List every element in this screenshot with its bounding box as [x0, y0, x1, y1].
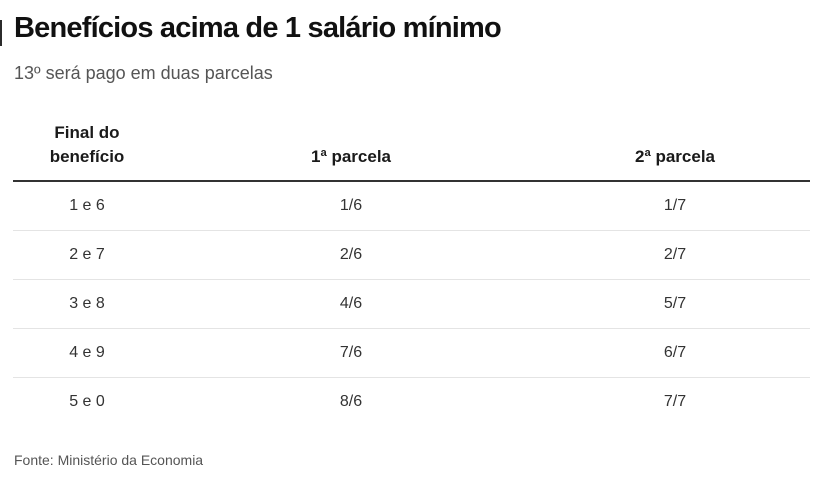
table-row: 1 e 6 1/6 1/7: [13, 182, 810, 231]
column-header-final-line1: Final do: [54, 123, 120, 142]
cell-second-installment: 7/7: [663, 393, 687, 410]
cell-second-installment: 1/7: [663, 197, 687, 214]
cell-first-installment: 4/6: [339, 295, 363, 312]
cell-final: 3 e 8: [69, 295, 105, 312]
column-header-final: Final do benefício: [13, 121, 161, 169]
column-header-final-line2: benefício: [49, 147, 125, 166]
cell-first-installment: 8/6: [339, 393, 363, 410]
cell-first-installment: 2/6: [339, 246, 363, 263]
cell-final: 1 e 6: [69, 197, 105, 214]
source-note: Fonte: Ministério da Economia: [14, 452, 204, 468]
cell-final: 5 e 0: [69, 393, 105, 410]
cell-final: 4 e 9: [69, 344, 105, 361]
cell-second-installment: 5/7: [663, 295, 687, 312]
table-row: 5 e 0 8/6 7/7: [13, 378, 810, 426]
cell-final: 2 e 7: [69, 246, 105, 263]
payment-schedule-table: Final do benefício 1ª parcela 2ª parcela…: [13, 117, 810, 426]
cell-second-installment: 6/7: [663, 344, 687, 361]
table-row: 2 e 7 2/6 2/7: [13, 231, 810, 280]
table-row: 3 e 8 4/6 5/7: [13, 280, 810, 329]
page-subtitle: 13º será pago em duas parcelas: [14, 63, 273, 83]
title-accent-bar: [0, 20, 2, 46]
cell-first-installment: 1/6: [339, 197, 363, 214]
table-row: 4 e 9 7/6 6/7: [13, 329, 810, 378]
cell-second-installment: 2/7: [663, 246, 687, 263]
column-header-second-installment: 2ª parcela: [634, 147, 715, 166]
column-header-first-installment: 1ª parcela: [310, 147, 391, 166]
cell-first-installment: 7/6: [339, 344, 363, 361]
page-title: Benefícios acima de 1 salário mínimo: [14, 12, 502, 44]
table-header: Final do benefício 1ª parcela 2ª parcela: [13, 117, 810, 182]
